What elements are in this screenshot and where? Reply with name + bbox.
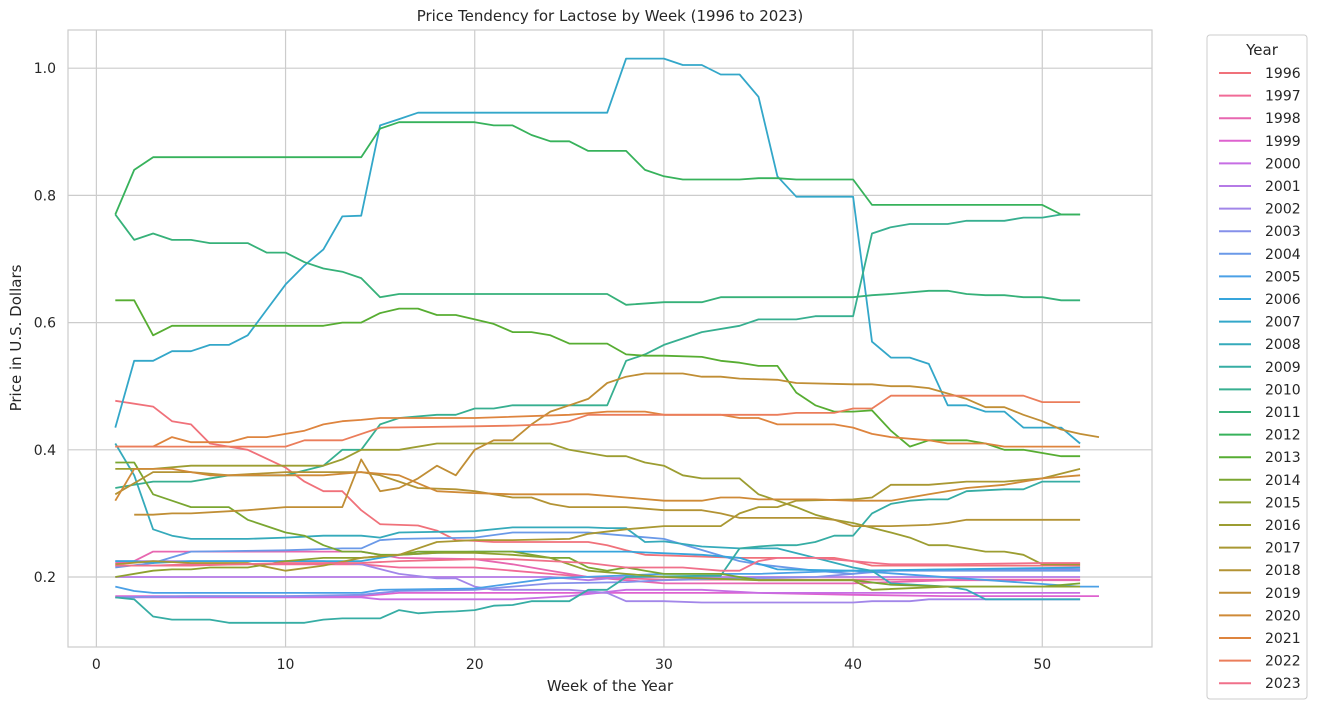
legend-items: 1996 1997 1998 1999 2000 2001 2002 2003 2004 2005… xyxy=(1219,66,1301,692)
x-axis-label: Week of the Year xyxy=(547,677,674,695)
legend-label-2010: 2010 xyxy=(1265,382,1301,398)
series-line-2017 xyxy=(115,468,1081,572)
legend-label-2013: 2013 xyxy=(1265,450,1301,466)
legend-label-1999: 1999 xyxy=(1265,134,1301,150)
legend-label-2020: 2020 xyxy=(1265,608,1301,624)
legend-label-2007: 2007 xyxy=(1265,315,1301,331)
x-tick-label: 20 xyxy=(466,657,484,673)
series-line-2015 xyxy=(115,552,1081,591)
legend-label-2003: 2003 xyxy=(1265,224,1301,240)
series-line-2009 xyxy=(115,480,1081,624)
y-tick-label: 0.2 xyxy=(34,570,56,586)
legend-label-2017: 2017 xyxy=(1265,541,1301,557)
legend-label-2001: 2001 xyxy=(1265,179,1301,195)
legend-label-2019: 2019 xyxy=(1265,586,1301,602)
legend: Year 1996 1997 1998 1999 2000 2001 2002 2003 200… xyxy=(1206,34,1308,700)
y-tick-label: 0.8 xyxy=(34,188,56,204)
legend-label-2002: 2002 xyxy=(1265,202,1301,218)
legend-label-2000: 2000 xyxy=(1265,156,1301,172)
y-axis-label: Price in U.S. Dollars xyxy=(7,264,25,411)
legend-label-2021: 2021 xyxy=(1265,631,1301,647)
series-line-2008 xyxy=(114,443,1081,601)
legend-label-1996: 1996 xyxy=(1265,66,1301,82)
legend-box xyxy=(1206,34,1308,700)
series-line-2018 xyxy=(114,471,1081,527)
y-tick-label: 0.4 xyxy=(34,443,56,459)
series-line-2005 xyxy=(115,569,1099,594)
x-tick-label: 0 xyxy=(92,657,101,673)
legend-label-2011: 2011 xyxy=(1265,405,1301,421)
legend-title: Year xyxy=(1245,41,1279,59)
legend-label-2023: 2023 xyxy=(1265,676,1301,692)
plot-area xyxy=(67,29,1153,648)
x-ticks: 0 10 20 30 40 50 xyxy=(92,657,1051,673)
legend-label-2008: 2008 xyxy=(1265,337,1301,353)
x-tick-label: 40 xyxy=(844,657,862,673)
series-line-2023 xyxy=(115,557,1081,572)
legend-label-2004: 2004 xyxy=(1265,247,1301,263)
legend-label-2009: 2009 xyxy=(1265,360,1301,376)
series-line-2011 xyxy=(114,213,1081,306)
series-line-2022 xyxy=(115,394,1081,448)
series-line-2007 xyxy=(114,57,1081,445)
series-lines xyxy=(114,57,1100,624)
y-ticks: 0.2 0.4 0.6 0.8 1.0 xyxy=(34,61,56,586)
legend-label-2022: 2022 xyxy=(1265,654,1301,670)
x-tick-label: 50 xyxy=(1033,657,1051,673)
chart-title: Price Tendency for Lactose by Week (1996… xyxy=(417,7,804,25)
series-line-2020 xyxy=(114,467,1081,502)
x-tick-label: 10 xyxy=(277,657,295,673)
y-tick-label: 1.0 xyxy=(34,61,56,77)
legend-label-2018: 2018 xyxy=(1265,563,1301,579)
y-tick-label: 0.6 xyxy=(34,316,56,332)
legend-label-2014: 2014 xyxy=(1265,473,1301,489)
legend-label-2006: 2006 xyxy=(1265,292,1301,308)
legend-label-2005: 2005 xyxy=(1265,269,1301,285)
series-line-2021 xyxy=(115,410,1081,448)
series-line-2019 xyxy=(134,372,1100,516)
series-line-2012 xyxy=(114,121,1081,216)
legend-label-2016: 2016 xyxy=(1265,518,1301,534)
x-tick-label: 30 xyxy=(655,657,673,673)
legend-label-2012: 2012 xyxy=(1265,428,1301,444)
series-line-2016 xyxy=(115,442,1081,566)
series-line-2010 xyxy=(115,213,1081,489)
legend-label-2015: 2015 xyxy=(1265,495,1301,511)
series-line-2013 xyxy=(115,299,1081,458)
series-line-2000 xyxy=(115,588,1081,601)
legend-label-1998: 1998 xyxy=(1265,111,1301,127)
legend-label-1997: 1997 xyxy=(1265,89,1301,105)
